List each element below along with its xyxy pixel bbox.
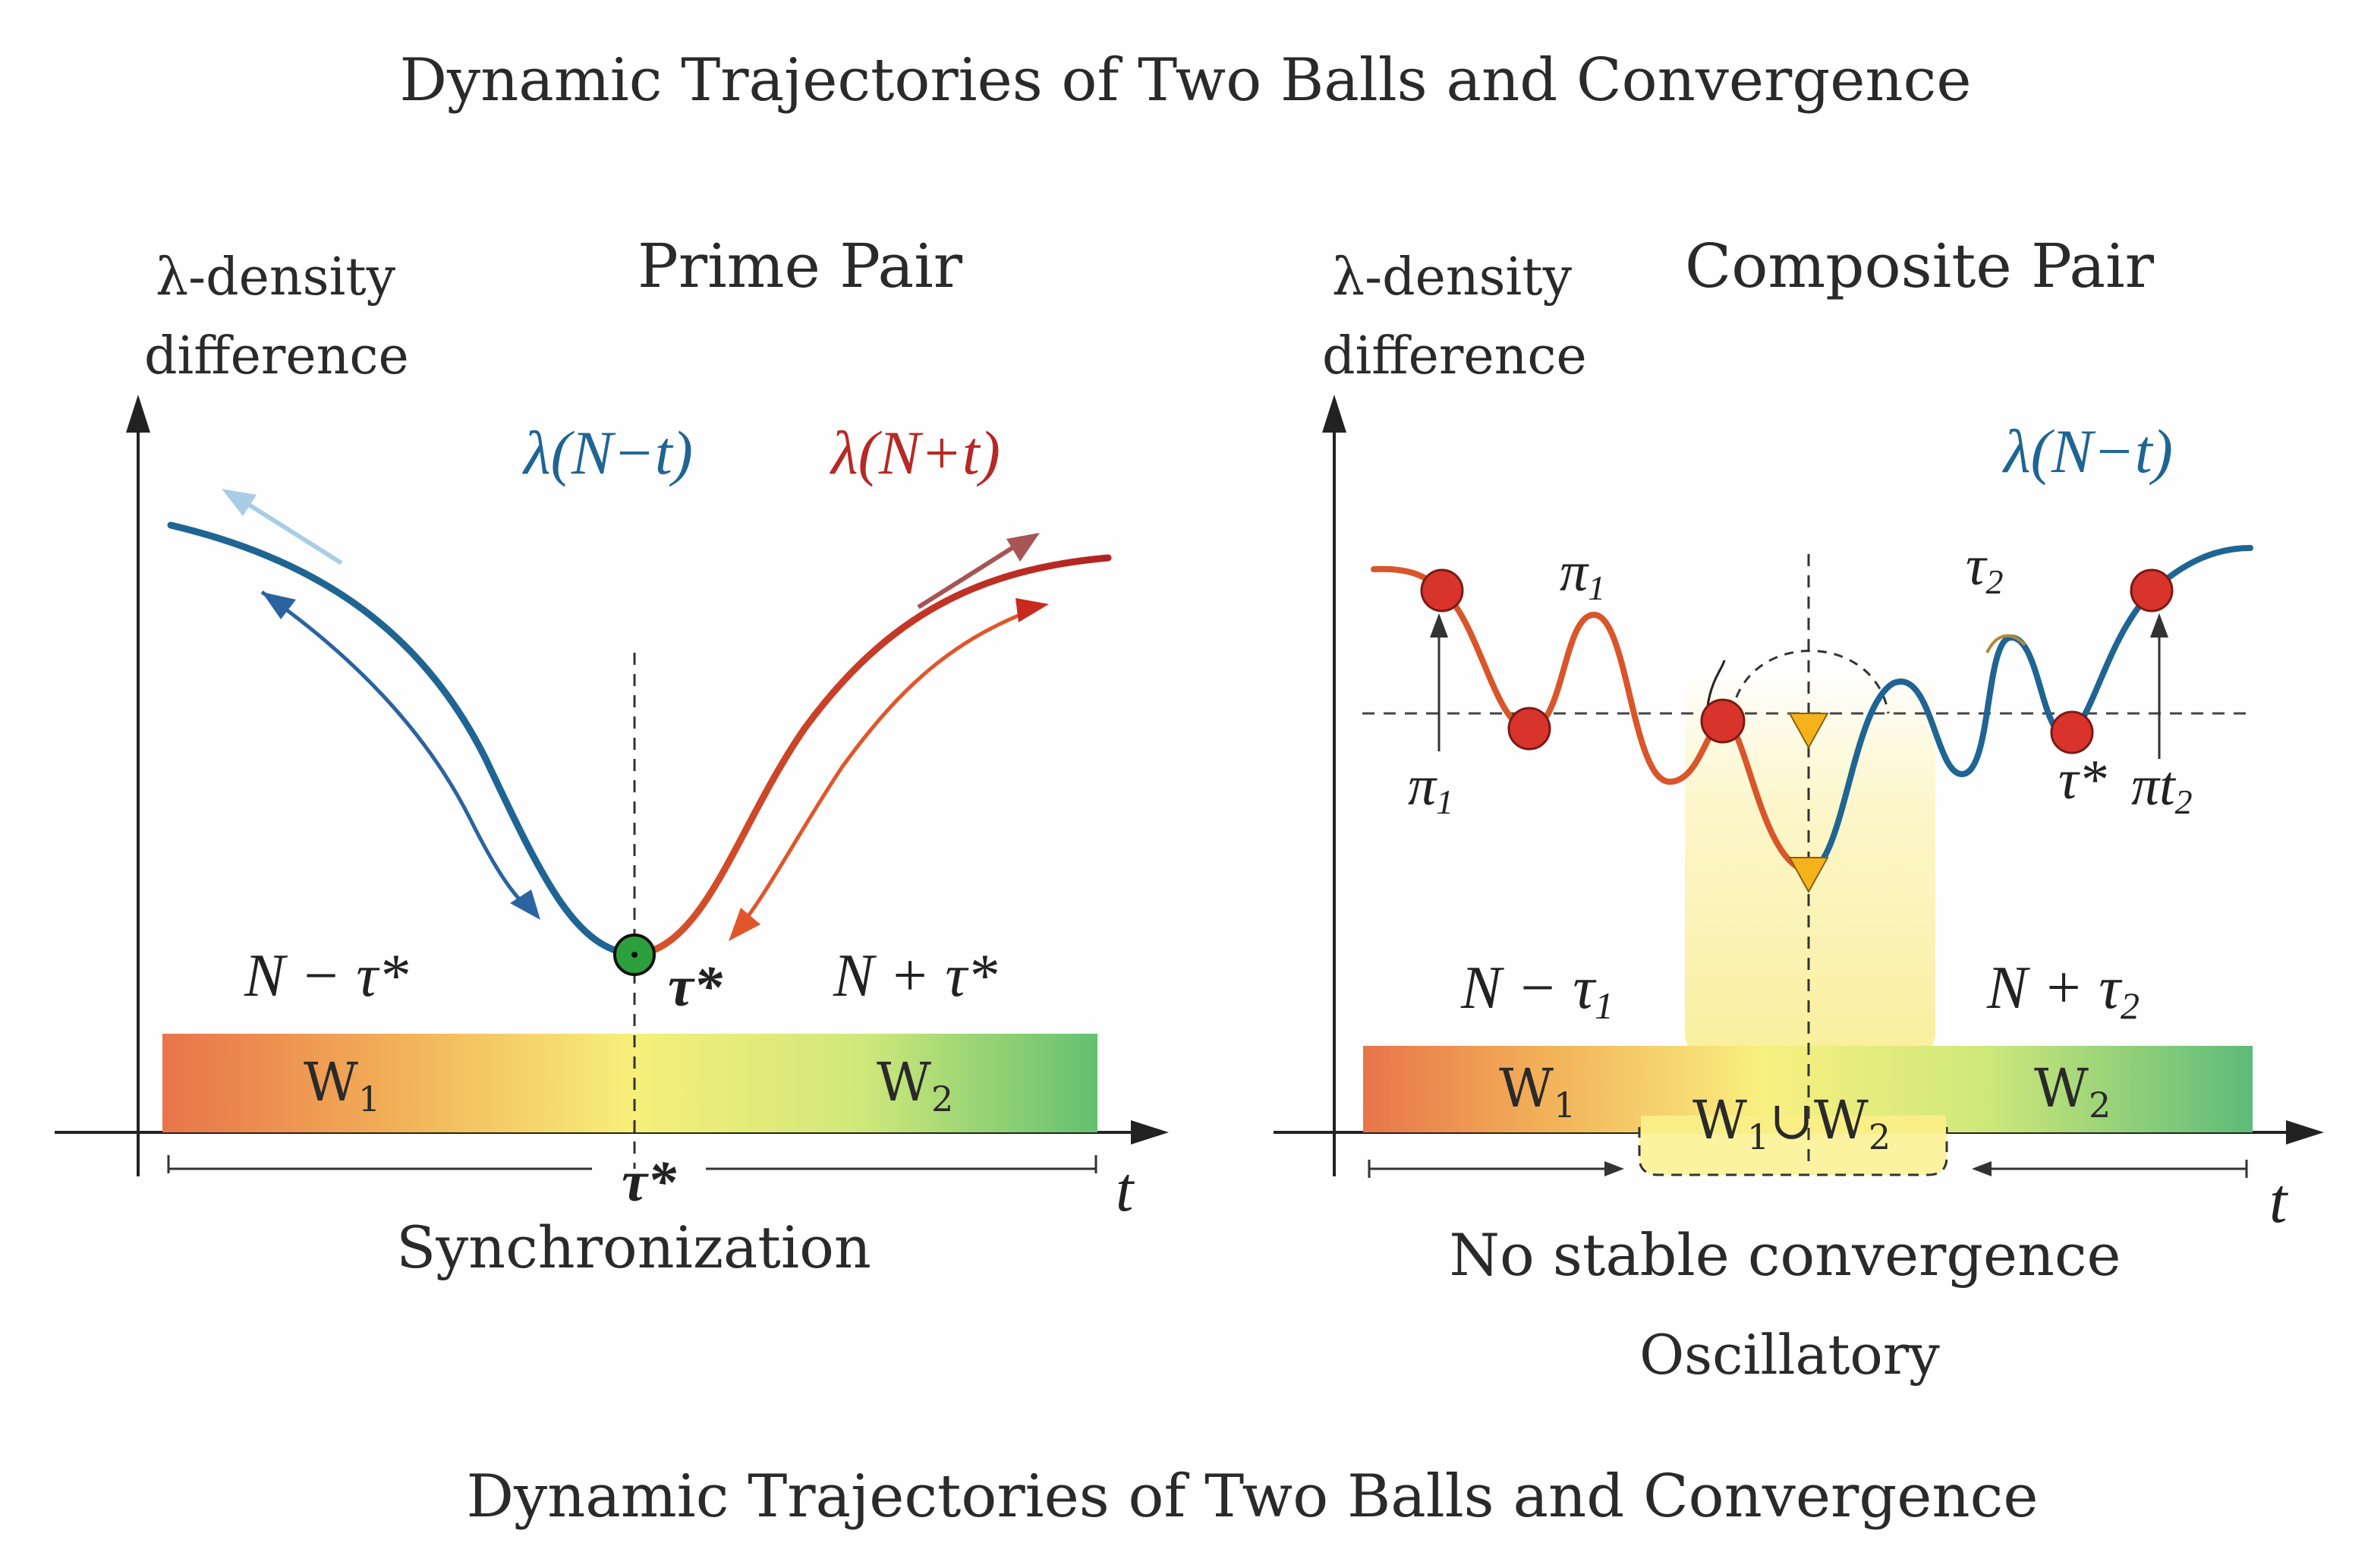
left-window2-label: W2: [877, 1051, 953, 1119]
left-red-curve-label: λ(N+t): [830, 418, 1000, 487]
right-small-arc-left: [1706, 660, 1726, 707]
left-y-axis-label-line1: λ-density: [156, 247, 396, 307]
left-blue-curve-label: λ(N−t): [522, 418, 693, 487]
right-window2-label: W2: [2034, 1057, 2111, 1126]
left-x-axis-arrow-icon: [1131, 1120, 1169, 1145]
right-panel: λ-density difference Composite Pair W1 W…: [1274, 231, 2324, 1387]
right-y-axis-label-line1: λ-density: [1332, 247, 1573, 307]
left-window-bar: [162, 1034, 1097, 1132]
right-pointer-pi1-arrow-icon: [1430, 613, 1448, 638]
right-triangle-upper-icon: [1788, 713, 1829, 750]
right-ball-pit2: [2130, 568, 2174, 612]
left-panel-heading: Prime Pair: [638, 231, 963, 301]
right-y-axis-arrow-icon: [1322, 395, 1346, 433]
right-blue-curve: [1806, 545, 2253, 874]
title-top: Dynamic Trajectories of Two Balls and Co…: [399, 46, 1971, 115]
right-peak-label-1: π1: [1560, 541, 1605, 607]
left-axis-center-label: τ*: [622, 1150, 677, 1214]
right-ball-tau: [2050, 710, 2094, 754]
right-triangle-lower-icon: [1788, 857, 1829, 894]
right-y-axis-label-line2: difference: [1322, 326, 1587, 386]
left-window1-label: W1: [304, 1051, 380, 1119]
left-panel: λ-density difference Prime Pair W1 W2: [55, 231, 1169, 1281]
left-y-axis-arrow-icon: [126, 395, 150, 433]
right-ball-center-left: [1700, 698, 1746, 744]
left-minimum-label: τ*: [668, 955, 723, 1019]
right-ball-valley1: [1507, 707, 1551, 751]
right-marker-label-pi1: π1: [1408, 755, 1453, 821]
left-red-arrow-top-icon: [917, 533, 1040, 609]
right-x-axis-label: t: [2269, 1166, 2289, 1236]
left-convergence-ball-center: [631, 952, 638, 958]
left-caption: Synchronization: [396, 1214, 871, 1281]
right-union-box: [1638, 1127, 1948, 1176]
right-pointer-pit2-arrow-icon: [2150, 613, 2168, 638]
right-ball-pi1: [1420, 568, 1464, 612]
right-union-box-fill: [1641, 1116, 1946, 1134]
right-interval-left-arrow-icon: [1604, 1161, 1624, 1176]
left-red-curve: [631, 554, 1112, 959]
left-region-right-label: N + τ*: [833, 943, 997, 1009]
right-x-axis-arrow-icon: [2286, 1120, 2324, 1145]
right-caption-line1: No stable convergence: [1450, 1221, 2121, 1289]
left-blue-curve: [167, 521, 638, 959]
right-caption-line2: Oscillatory: [1639, 1323, 1940, 1387]
right-marker-label-tau: τ*: [2058, 749, 2107, 811]
right-marker-label-pit2: πt2: [2131, 755, 2193, 821]
right-panel-heading: Composite Pair: [1685, 231, 2155, 301]
title-bottom: Dynamic Trajectories of Two Balls and Co…: [466, 1463, 2038, 1531]
left-region-left-label: N − τ*: [244, 943, 408, 1009]
left-blue-arrow-double-icon: [260, 590, 540, 920]
right-blue-curve-label: λ(N−t): [2002, 417, 2173, 486]
right-window1-label: W1: [1499, 1057, 1576, 1126]
right-window-union-label: W1∪W2: [1692, 1089, 1891, 1157]
right-dashed-arc: [1730, 650, 1890, 714]
left-red-arrow-double-icon: [729, 598, 1049, 941]
left-y-axis-label-line2: difference: [144, 326, 409, 386]
right-interval-right-arrow-icon: [1972, 1161, 1992, 1176]
left-x-axis-label: t: [1116, 1154, 1135, 1225]
right-region-left-label: N − τ1: [1460, 955, 1614, 1027]
right-small-arc-right: [1985, 634, 2026, 653]
right-region-right-label: N + τ2: [1986, 955, 2140, 1027]
right-peak-label-2: τ2: [1966, 535, 2004, 601]
left-blue-arrow-top-icon: [222, 489, 343, 565]
